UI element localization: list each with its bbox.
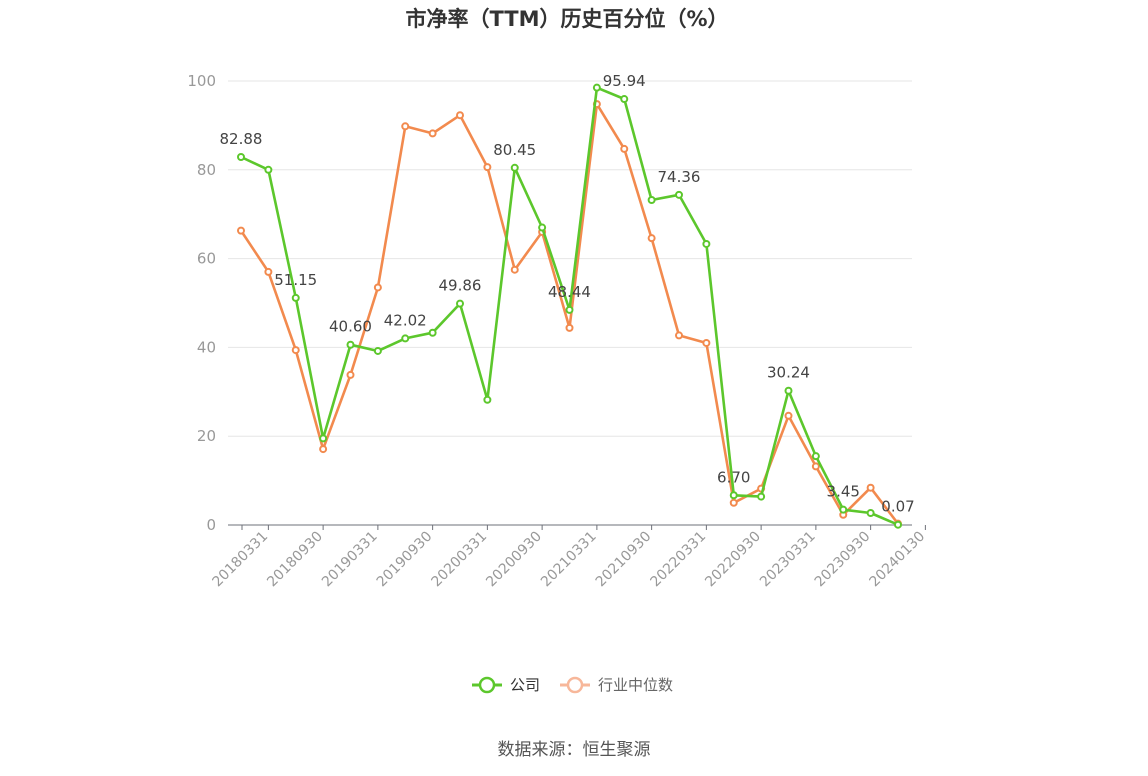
data-point[interactable] <box>675 190 683 199</box>
legend-label: 行业中位数 <box>598 676 673 694</box>
data-point[interactable] <box>428 328 437 337</box>
data-label: 49.86 <box>439 277 482 295</box>
data-point[interactable] <box>346 370 355 379</box>
data-point[interactable] <box>647 195 656 204</box>
y-tick-label: 60 <box>197 250 216 268</box>
data-label: 95.94 <box>603 72 646 90</box>
x-tick-label: 20220930 <box>702 529 764 591</box>
data-point[interactable] <box>620 95 629 104</box>
grid <box>228 80 912 437</box>
data-point[interactable] <box>702 239 711 248</box>
x-tick-label: 20240130 <box>866 529 928 591</box>
y-tick-label: 40 <box>197 338 216 356</box>
data-label: 40.60 <box>329 318 372 336</box>
data-label: 0.07 <box>881 498 914 516</box>
data-point[interactable] <box>839 505 848 514</box>
data-label: 74.36 <box>658 168 701 186</box>
data-point[interactable] <box>401 122 410 131</box>
x-tick-label: 20220331 <box>647 529 709 591</box>
data-point[interactable] <box>319 434 328 443</box>
series-layer <box>237 83 902 529</box>
data-point[interactable] <box>894 520 902 529</box>
data-label: 82.88 <box>220 130 263 148</box>
x-tick-label: 20210331 <box>538 529 600 591</box>
data-point[interactable] <box>592 83 601 92</box>
chart-title: 市净率（TTM）历史百分位（%） <box>405 7 728 31</box>
data-point[interactable] <box>729 498 738 507</box>
data-label: 48.44 <box>548 283 591 301</box>
data-label: 30.24 <box>767 364 810 382</box>
data-point[interactable] <box>510 265 519 274</box>
axes: 0 20 40 60 80 100 2018033120180930201903312019… <box>187 72 928 590</box>
x-tick-label: 20230331 <box>757 529 819 591</box>
y-tick-label: 20 <box>197 427 216 445</box>
data-point[interactable] <box>237 153 245 162</box>
x-tick-label: 20210930 <box>593 529 655 591</box>
data-point[interactable] <box>647 234 656 243</box>
data-point[interactable] <box>456 111 464 120</box>
x-tick-label: 20180930 <box>264 529 326 591</box>
data-label: 6.70 <box>717 468 750 486</box>
data-source: 数据来源：恒生聚源 <box>498 740 651 760</box>
data-point[interactable] <box>811 462 820 471</box>
legend-item-industry-median[interactable]: 行业中位数 <box>560 676 673 694</box>
data-point[interactable] <box>264 165 273 174</box>
data-point[interactable] <box>401 334 410 343</box>
x-tick-label: 20230930 <box>812 529 874 591</box>
data-point[interactable] <box>346 340 355 349</box>
x-tick-label: 20190930 <box>374 529 436 591</box>
y-tick-label: 80 <box>197 161 216 179</box>
legend: 公司 行业中位数 <box>472 676 673 694</box>
x-tick-label: 20190331 <box>319 529 381 591</box>
y-tick-label: 100 <box>187 72 216 90</box>
data-point[interactable] <box>784 386 793 395</box>
data-point[interactable] <box>291 346 300 355</box>
data-label: 80.45 <box>493 141 536 159</box>
data-point[interactable] <box>456 299 464 308</box>
data-point[interactable] <box>510 163 519 172</box>
legend-item-company[interactable]: 公司 <box>472 676 540 694</box>
data-point[interactable] <box>675 331 683 340</box>
data-label: 3.45 <box>827 483 860 501</box>
legend-label: 公司 <box>510 676 540 694</box>
data-point[interactable] <box>757 492 766 501</box>
data-point[interactable] <box>811 452 820 461</box>
data-point[interactable] <box>373 346 382 355</box>
data-point[interactable] <box>373 283 382 292</box>
data-point[interactable] <box>237 226 245 235</box>
data-point[interactable] <box>784 411 793 420</box>
data-point[interactable] <box>483 163 492 172</box>
data-point[interactable] <box>565 323 574 332</box>
legend-marker <box>478 676 496 694</box>
x-tick-label: 20200331 <box>428 529 490 591</box>
data-point[interactable] <box>866 509 875 518</box>
data-point[interactable] <box>866 483 875 492</box>
data-point[interactable] <box>729 491 738 500</box>
y-tick-label: 0 <box>206 516 216 534</box>
x-tick-label: 20200930 <box>483 529 545 591</box>
data-point[interactable] <box>565 305 574 314</box>
data-point[interactable] <box>291 293 300 302</box>
data-point[interactable] <box>319 445 328 454</box>
data-label: 42.02 <box>384 311 427 329</box>
data-point[interactable] <box>483 395 492 404</box>
data-point[interactable] <box>702 338 711 347</box>
data-point[interactable] <box>620 144 629 153</box>
legend-marker <box>566 676 584 694</box>
data-label: 51.15 <box>274 271 317 289</box>
data-point[interactable] <box>428 129 437 138</box>
x-tick-label: 20180331 <box>209 529 271 591</box>
data-point[interactable] <box>264 267 273 276</box>
data-labels: 82.88 51.15 40.60 42.02 49.86 80.45 48.44 95.94… <box>220 72 915 516</box>
data-point[interactable] <box>538 223 547 232</box>
